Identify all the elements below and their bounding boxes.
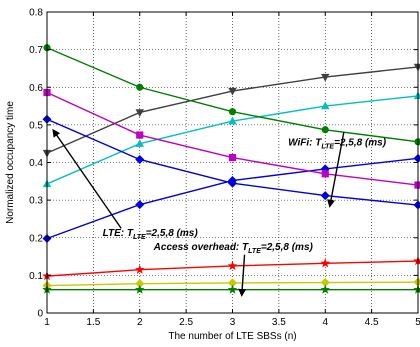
annotation-3: Access overhead: TLTE=2,5,8 (ms): [153, 242, 314, 297]
data-point: [135, 154, 145, 164]
annotations: WiFi: TLTE=2,5,8 (ms) LTE: TLTE=2,5,8 (ms…: [52, 128, 387, 297]
data-point: [320, 278, 330, 288]
y-tick-label: 0.6: [29, 83, 43, 94]
data-point: [136, 131, 144, 139]
y-tick-label: 0: [37, 309, 43, 320]
y-tick-label: 0.2: [29, 233, 43, 244]
series-layer: [42, 44, 420, 294]
y-tick-label: 0.5: [29, 120, 43, 131]
data-point: [413, 277, 420, 287]
data-point: [228, 178, 237, 188]
x-tick-label: 4.5: [365, 317, 379, 328]
data-point: [414, 181, 420, 189]
x-axis-label: The number of LTE SBSs (n): [168, 331, 296, 342]
series-4: [42, 63, 420, 158]
data-point: [136, 83, 144, 91]
annotation-text: LTE: TLTE=2,5,8 (ms): [103, 228, 199, 241]
data-point: [227, 260, 238, 271]
data-point: [135, 279, 145, 289]
data-point: [320, 258, 331, 268]
x-tick-label: 3: [230, 317, 236, 328]
data-point: [320, 284, 331, 294]
ticks: 1 1.5 2 2.5 3 3.5 4 4.5 5 0 0.1 0.2 0.3 0.4 0.5 0.6 0.7 0…: [29, 8, 420, 329]
data-point: [413, 200, 420, 210]
annotation-arrow: [238, 254, 247, 297]
series-7: [43, 44, 420, 146]
annotation-text: Access overhead: TLTE=2,5,8 (ms): [153, 242, 314, 255]
x-tick-label: 2.5: [179, 317, 193, 328]
data-point: [135, 139, 144, 147]
data-point: [321, 170, 329, 178]
y-tick-label: 0.8: [29, 8, 43, 19]
data-point: [321, 73, 330, 82]
y-tick-label: 0.4: [29, 158, 43, 169]
x-tick-label: 1: [44, 317, 50, 328]
series-6: [42, 153, 420, 244]
annotation-arrow: [327, 132, 345, 208]
annotation-2: LTE: TLTE=2,5,8 (ms): [52, 128, 199, 241]
series-2: [42, 277, 420, 291]
data-point: [134, 264, 145, 274]
annotation-1: WiFi: TLTE=2,5,8 (ms): [288, 132, 387, 208]
x-tick-label: 3.5: [272, 317, 286, 328]
y-tick-label: 0.3: [29, 196, 43, 207]
data-point: [228, 154, 237, 162]
data-point: [228, 87, 237, 96]
series-3: [42, 284, 420, 294]
data-point: [135, 200, 145, 210]
annotation-text: WiFi: TLTE=2,5,8 (ms): [288, 138, 387, 151]
data-point: [413, 153, 420, 163]
data-point: [321, 101, 330, 110]
data-point: [413, 91, 420, 100]
data-point: [320, 191, 330, 201]
annotation-arrow: [52, 128, 122, 229]
x-tick-label: 2: [137, 317, 143, 328]
series-9: [42, 114, 420, 210]
data-point: [321, 126, 329, 134]
x-tick-label: 4: [322, 317, 328, 328]
data-point: [414, 138, 420, 146]
y-tick-label: 0.1: [29, 271, 43, 282]
data-point: [228, 116, 237, 125]
data-point: [228, 278, 237, 288]
y-axis-label: Normalized occupancy time: [5, 101, 16, 224]
data-point: [135, 109, 144, 117]
y-tick-label: 0.7: [29, 45, 43, 56]
x-tick-label: 5: [415, 317, 420, 328]
data-point: [134, 284, 145, 294]
x-tick-label: 1.5: [86, 317, 100, 328]
series-1: [42, 256, 420, 281]
data-point: [227, 284, 238, 294]
data-point: [228, 108, 237, 116]
